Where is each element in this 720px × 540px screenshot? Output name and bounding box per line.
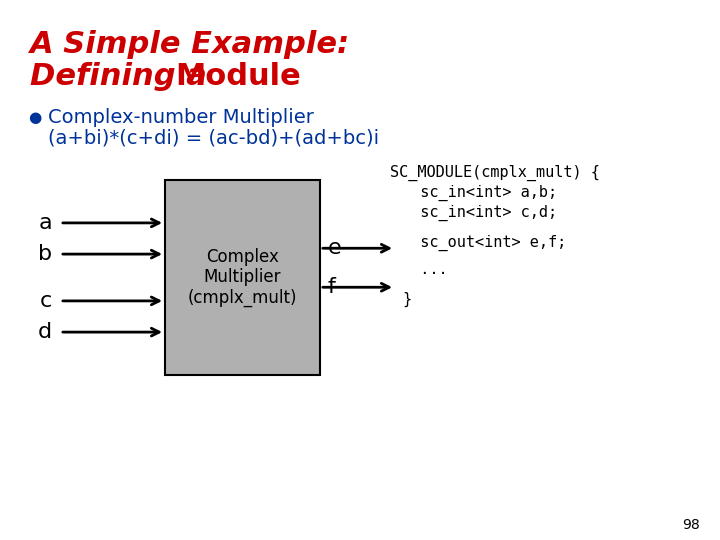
- Text: b: b: [38, 244, 52, 264]
- Text: }: }: [402, 292, 411, 307]
- Text: Complex-number Multiplier: Complex-number Multiplier: [48, 108, 314, 127]
- Text: d: d: [38, 322, 52, 342]
- Text: Module: Module: [175, 62, 301, 91]
- Text: sc_in<int> c,d;: sc_in<int> c,d;: [402, 205, 557, 221]
- Text: Defining a: Defining a: [30, 62, 217, 91]
- Text: sc_out<int> e,f;: sc_out<int> e,f;: [402, 235, 566, 251]
- Text: e: e: [328, 238, 341, 258]
- Text: f: f: [328, 277, 336, 297]
- Text: ...: ...: [402, 262, 448, 277]
- Text: A Simple Example:: A Simple Example:: [30, 30, 350, 59]
- Text: c: c: [40, 291, 52, 311]
- Text: sc_in<int> a,b;: sc_in<int> a,b;: [402, 185, 557, 201]
- Text: SC_MODULE(cmplx_mult) {: SC_MODULE(cmplx_mult) {: [390, 165, 600, 181]
- Text: ●: ●: [28, 110, 41, 125]
- Text: (a+bi)*(c+di) = (ac-bd)+(ad+bc)i: (a+bi)*(c+di) = (ac-bd)+(ad+bc)i: [48, 128, 379, 147]
- Text: 98: 98: [683, 518, 700, 532]
- Text: Complex
Multiplier
(cmplx_mult): Complex Multiplier (cmplx_mult): [188, 247, 297, 307]
- Text: a: a: [38, 213, 52, 233]
- Bar: [165, 180, 320, 375]
